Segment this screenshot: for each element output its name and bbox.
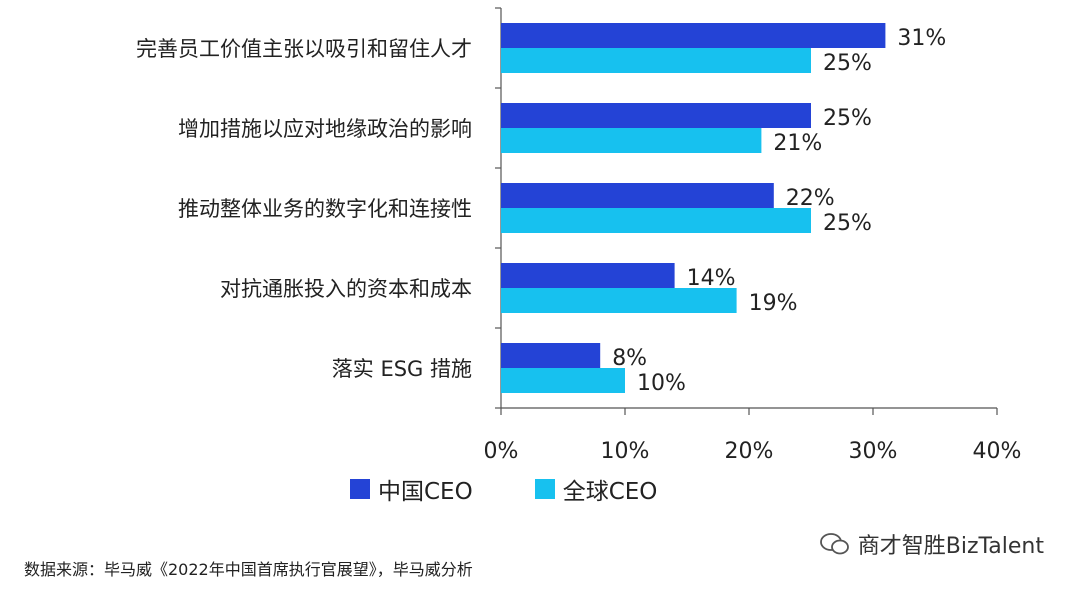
wechat-icon xyxy=(819,533,849,555)
x-tick-label: 30% xyxy=(849,439,898,464)
chart-legend: 中国CEO 全球CEO xyxy=(350,472,719,506)
category-label: 落实 ESG 措施 xyxy=(332,357,472,381)
watermark-text: 商才智胜BizTalent xyxy=(857,534,1044,559)
data-label: 31% xyxy=(897,26,946,51)
x-tick-label: 10% xyxy=(601,439,650,464)
bar-global xyxy=(501,48,811,73)
watermark: 商才智胜BizTalent xyxy=(819,528,1044,560)
category-label: 推动整体业务的数字化和连接性 xyxy=(178,197,472,221)
source-note: 数据来源：毕马威《2022年中国首席执行官展望》，毕马威分析 xyxy=(24,560,473,579)
bar-china xyxy=(501,23,886,48)
bar-china xyxy=(501,343,601,368)
bar-china xyxy=(501,263,675,288)
data-label: 25% xyxy=(823,106,872,131)
legend-swatch-china xyxy=(350,479,370,499)
category-label: 增加措施以应对地缘政治的影响 xyxy=(178,117,472,141)
data-label: 22% xyxy=(786,186,835,211)
bar-china xyxy=(501,103,811,128)
bar-global xyxy=(501,368,625,393)
legend-label-china: 中国CEO xyxy=(378,479,473,505)
x-tick-label: 40% xyxy=(973,439,1022,464)
x-tick-label: 20% xyxy=(725,439,774,464)
category-label: 对抗通胀投入的资本和成本 xyxy=(220,277,472,301)
data-label: 19% xyxy=(749,291,798,316)
data-label: 25% xyxy=(823,51,872,76)
bar-global xyxy=(501,208,811,233)
bar-global xyxy=(501,288,737,313)
bar-chart: 0% 10% 20% 30% 40% 完善员工价值主张以吸引和留住人才 31% 25% 增加措施… xyxy=(136,7,1022,464)
data-label: 21% xyxy=(773,131,822,156)
bar-china xyxy=(501,183,774,208)
legend-swatch-global xyxy=(534,479,555,499)
data-label: 25% xyxy=(823,211,872,236)
category-label: 完善员工价值主张以吸引和留住人才 xyxy=(136,37,472,61)
data-label: 10% xyxy=(637,371,686,396)
bar-global xyxy=(501,128,762,153)
legend-item-china: 中国CEO xyxy=(350,472,473,506)
x-tick-label: 0% xyxy=(484,439,519,464)
legend-label-global: 全球CEO xyxy=(562,479,658,505)
legend-item-global: 全球CEO xyxy=(534,472,658,506)
data-label: 14% xyxy=(687,266,736,291)
data-label: 8% xyxy=(612,346,647,371)
